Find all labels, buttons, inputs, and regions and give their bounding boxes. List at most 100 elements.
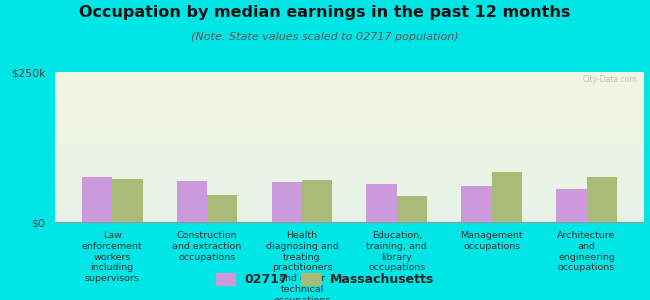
Bar (302, 180, 332, 222)
Bar (55, 201, 644, 202)
Bar (55, 214, 644, 215)
Bar (55, 169, 644, 170)
Bar (55, 76, 644, 77)
Bar (586, 177, 617, 222)
Bar (55, 128, 644, 129)
Bar (55, 77, 644, 78)
Bar (207, 195, 237, 222)
Bar (55, 103, 644, 104)
Bar (55, 133, 644, 134)
Bar (55, 188, 644, 189)
Bar (55, 99, 644, 100)
Bar (55, 184, 644, 185)
Bar (462, 186, 491, 222)
Bar (55, 149, 644, 150)
Bar (55, 174, 644, 175)
Bar (55, 107, 644, 108)
Bar (55, 146, 644, 147)
Bar (55, 150, 644, 151)
Bar (55, 164, 644, 165)
Bar (55, 216, 644, 217)
Bar (55, 219, 644, 220)
Bar (55, 122, 644, 123)
Bar (55, 90, 644, 91)
Bar (55, 169, 644, 170)
Bar (55, 82, 644, 83)
Bar (55, 100, 644, 101)
Bar (55, 91, 644, 92)
Bar (55, 85, 644, 86)
Bar (55, 166, 644, 167)
Bar (55, 202, 644, 203)
Bar (55, 82, 644, 83)
Bar (55, 147, 644, 148)
Bar (55, 73, 644, 74)
Bar (55, 161, 644, 162)
Bar (55, 112, 644, 113)
Bar (55, 177, 644, 178)
Bar (55, 140, 644, 141)
Bar (55, 175, 644, 176)
Bar (55, 189, 644, 190)
Bar (55, 185, 644, 186)
Bar (55, 137, 644, 138)
Bar (367, 184, 396, 222)
Bar (55, 182, 644, 183)
Bar (55, 154, 644, 155)
Bar (55, 176, 644, 177)
Bar (55, 89, 644, 90)
Bar (82, 177, 112, 222)
Bar (55, 193, 644, 194)
Bar (55, 187, 644, 188)
Bar (55, 172, 644, 173)
Bar (55, 210, 644, 211)
Bar (55, 87, 644, 88)
Bar (55, 118, 644, 119)
Bar (55, 204, 644, 205)
Bar (55, 102, 644, 103)
Bar (55, 168, 644, 169)
Bar (55, 131, 644, 132)
Bar (55, 129, 644, 130)
Bar (55, 203, 644, 204)
Bar (55, 196, 644, 197)
Bar (55, 218, 644, 219)
Bar (55, 80, 644, 81)
Bar (55, 86, 644, 87)
Bar (55, 108, 644, 109)
Bar (55, 156, 644, 157)
Bar (396, 196, 427, 222)
Bar (55, 116, 644, 117)
Bar (491, 172, 522, 222)
Bar (55, 113, 644, 114)
Bar (55, 190, 644, 191)
Bar (55, 212, 644, 213)
Bar (55, 160, 644, 161)
Bar (55, 171, 644, 172)
Bar (55, 97, 644, 98)
Bar (55, 192, 644, 193)
Bar (55, 83, 644, 84)
Bar (55, 198, 644, 199)
Bar (55, 180, 644, 181)
Bar (55, 72, 644, 73)
Bar (55, 145, 644, 146)
Bar (55, 78, 644, 79)
Bar (55, 121, 644, 122)
Bar (55, 217, 644, 218)
Text: Occupation by median earnings in the past 12 months: Occupation by median earnings in the pas… (79, 4, 571, 20)
Bar (55, 119, 644, 120)
Bar (55, 159, 644, 160)
Bar (55, 106, 644, 107)
Bar (55, 124, 644, 125)
Legend: 02717, Massachusetts: 02717, Massachusetts (211, 268, 439, 291)
Bar (55, 111, 644, 112)
Bar (55, 163, 644, 164)
Bar (55, 100, 644, 101)
Bar (55, 81, 644, 82)
Bar (55, 195, 644, 196)
Bar (55, 130, 644, 131)
Bar (55, 162, 644, 163)
Bar (55, 142, 644, 143)
Bar (55, 84, 644, 85)
